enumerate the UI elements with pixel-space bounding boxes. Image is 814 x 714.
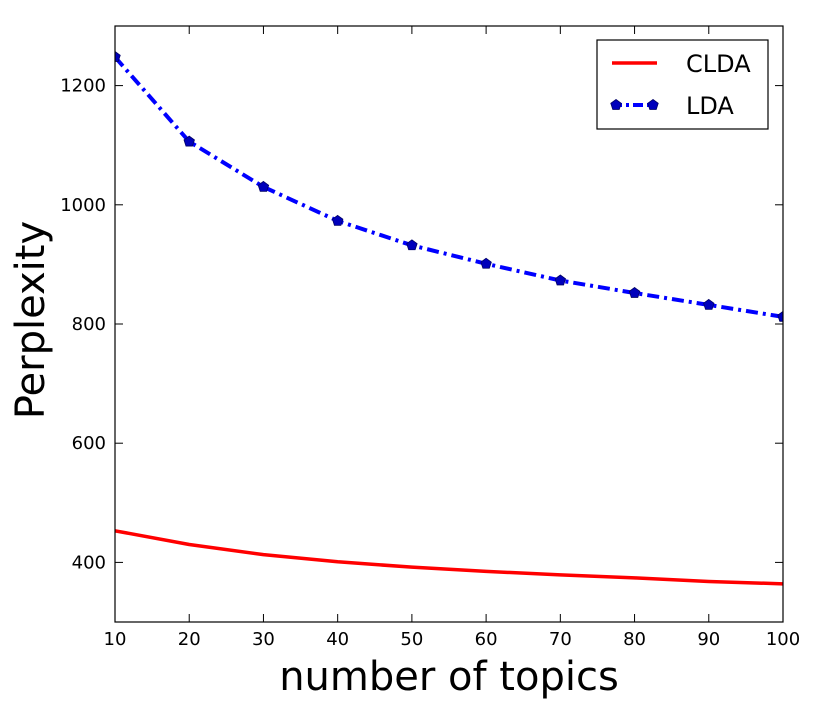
legend-marker-lda — [610, 99, 622, 110]
x-tick-label: 50 — [400, 629, 423, 650]
plot-area — [115, 50, 783, 586]
series-line-clda — [115, 529, 783, 586]
legend-label-clda: CLDA — [686, 50, 751, 78]
x-axis-label: number of topics — [279, 654, 619, 700]
x-tick-label: 60 — [475, 629, 498, 650]
x-tick-label: 10 — [104, 629, 127, 650]
y-axis-label: Perplexity — [8, 221, 54, 419]
x-tick-label: 30 — [252, 629, 275, 650]
x-tick-label: 80 — [623, 629, 646, 650]
data-point-lda — [554, 274, 567, 286]
data-point-lda — [406, 239, 418, 251]
y-tick-label: 400 — [72, 552, 106, 573]
legend: CLDA LDA — [596, 39, 769, 130]
data-point-lda — [628, 287, 641, 298]
data-point-lda — [331, 214, 344, 226]
y-tick-label: 1000 — [60, 195, 106, 216]
legend-box — [596, 39, 769, 130]
data-point-lda — [257, 180, 270, 192]
y-tick-label: 1200 — [60, 76, 106, 97]
legend-label-lda: LDA — [686, 92, 734, 120]
series-layer — [115, 50, 783, 586]
x-tick-label: 100 — [766, 629, 800, 650]
x-tick-label: 90 — [697, 629, 720, 650]
y-tick-label: 600 — [72, 433, 106, 454]
data-point-lda — [115, 50, 121, 62]
y-tick-label: 800 — [72, 314, 106, 335]
x-tick-label: 20 — [178, 629, 201, 650]
data-point-lda — [777, 310, 783, 322]
ticks-layer: 10 20 30 40 50 60 70 80 90 100 400 600 800 1000 1200 — [60, 26, 800, 650]
x-tick-label: 70 — [549, 629, 572, 650]
x-tick-label: 40 — [326, 629, 349, 650]
data-point-lda — [480, 257, 492, 269]
data-point-lda — [703, 298, 715, 310]
legend-marker-lda — [647, 99, 659, 110]
series-line-lda — [115, 55, 783, 319]
data-point-lda — [183, 135, 195, 147]
